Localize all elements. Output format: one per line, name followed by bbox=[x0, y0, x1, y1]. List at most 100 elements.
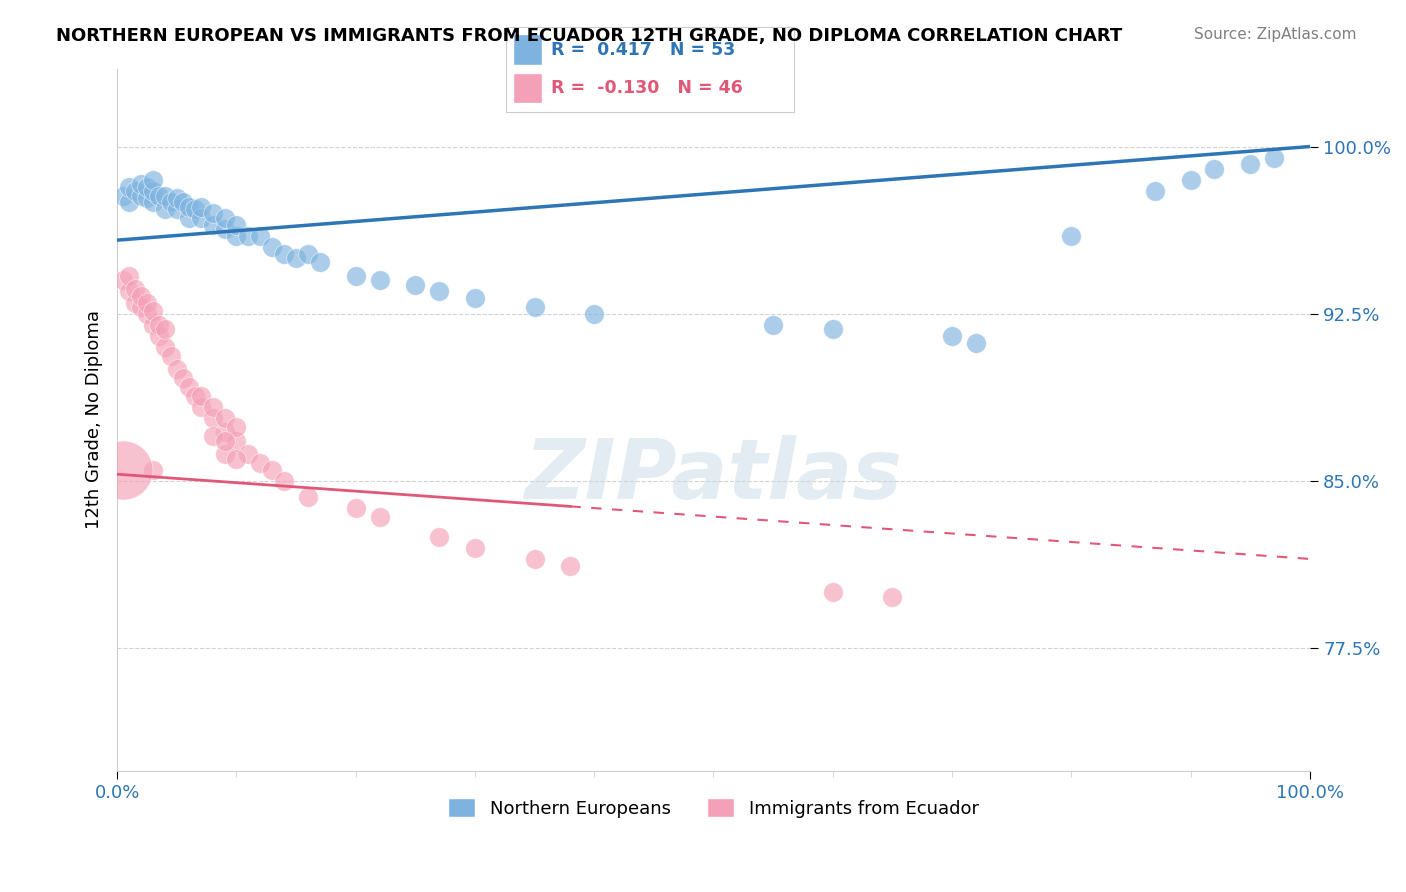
Point bbox=[112, 188, 135, 202]
Point bbox=[118, 285, 141, 299]
Point bbox=[153, 340, 176, 354]
Point bbox=[172, 371, 194, 385]
Point bbox=[368, 273, 391, 287]
Point bbox=[238, 228, 260, 243]
Bar bbox=[513, 72, 543, 103]
Point bbox=[160, 195, 183, 210]
Point bbox=[190, 389, 212, 403]
Point bbox=[190, 211, 212, 225]
Point bbox=[153, 188, 176, 202]
Point bbox=[427, 285, 450, 299]
Point bbox=[148, 318, 170, 332]
Point bbox=[273, 246, 295, 260]
Point bbox=[136, 179, 159, 194]
Point bbox=[225, 228, 247, 243]
Point bbox=[941, 329, 963, 343]
Point bbox=[136, 295, 159, 310]
Point bbox=[1180, 173, 1202, 187]
Point bbox=[523, 552, 546, 566]
Point bbox=[882, 590, 904, 604]
Point bbox=[1239, 157, 1261, 171]
Point bbox=[238, 447, 260, 461]
Point bbox=[153, 322, 176, 336]
Point bbox=[965, 335, 987, 350]
Point bbox=[112, 463, 135, 477]
Text: R =  -0.130   N = 46: R = -0.130 N = 46 bbox=[551, 78, 742, 96]
Point bbox=[523, 300, 546, 314]
Point bbox=[118, 195, 141, 210]
Point bbox=[166, 191, 188, 205]
Point bbox=[129, 300, 152, 314]
Point bbox=[821, 585, 844, 599]
Point bbox=[1263, 151, 1285, 165]
Point bbox=[201, 401, 224, 415]
Point bbox=[142, 304, 165, 318]
Point bbox=[1060, 228, 1083, 243]
Point bbox=[1204, 161, 1226, 176]
Text: ZIPatlas: ZIPatlas bbox=[524, 435, 903, 516]
Point bbox=[112, 273, 135, 287]
Point bbox=[148, 329, 170, 343]
Point bbox=[297, 490, 319, 504]
Point bbox=[344, 500, 367, 515]
Point bbox=[464, 291, 486, 305]
Y-axis label: 12th Grade, No Diploma: 12th Grade, No Diploma bbox=[86, 310, 103, 529]
Point bbox=[142, 184, 165, 198]
Point bbox=[142, 463, 165, 477]
Point bbox=[309, 255, 332, 269]
Point bbox=[214, 447, 236, 461]
Point bbox=[225, 451, 247, 466]
Point bbox=[177, 380, 200, 394]
Point bbox=[368, 509, 391, 524]
Point bbox=[142, 318, 165, 332]
Point bbox=[583, 307, 606, 321]
Point bbox=[160, 349, 183, 363]
Point bbox=[201, 429, 224, 443]
Point bbox=[273, 474, 295, 488]
Point bbox=[297, 246, 319, 260]
Point bbox=[190, 401, 212, 415]
Point bbox=[560, 558, 582, 573]
Point bbox=[464, 541, 486, 555]
Point bbox=[124, 295, 146, 310]
Text: NORTHERN EUROPEAN VS IMMIGRANTS FROM ECUADOR 12TH GRADE, NO DIPLOMA CORRELATION : NORTHERN EUROPEAN VS IMMIGRANTS FROM ECU… bbox=[56, 27, 1122, 45]
Legend: Northern Europeans, Immigrants from Ecuador: Northern Europeans, Immigrants from Ecua… bbox=[441, 791, 986, 825]
Point bbox=[225, 218, 247, 232]
Point bbox=[821, 322, 844, 336]
Point bbox=[124, 282, 146, 296]
Point bbox=[225, 420, 247, 434]
Point bbox=[249, 456, 271, 470]
Point bbox=[214, 434, 236, 448]
Point bbox=[262, 240, 284, 254]
Text: Source: ZipAtlas.com: Source: ZipAtlas.com bbox=[1194, 27, 1357, 42]
Bar bbox=[513, 35, 543, 65]
Point bbox=[285, 251, 308, 265]
Point bbox=[129, 178, 152, 192]
Point bbox=[762, 318, 785, 332]
Point bbox=[129, 289, 152, 303]
Point bbox=[124, 184, 146, 198]
Point bbox=[172, 195, 194, 210]
Point bbox=[177, 211, 200, 225]
Point bbox=[214, 411, 236, 425]
Point bbox=[148, 188, 170, 202]
Point bbox=[214, 425, 236, 439]
Point bbox=[427, 530, 450, 544]
Text: R =  0.417   N = 53: R = 0.417 N = 53 bbox=[551, 41, 735, 59]
Point bbox=[201, 411, 224, 425]
Point bbox=[118, 268, 141, 283]
Point bbox=[183, 389, 205, 403]
Point bbox=[249, 228, 271, 243]
Point bbox=[201, 206, 224, 220]
Point bbox=[136, 191, 159, 205]
Point bbox=[166, 202, 188, 216]
Point bbox=[136, 307, 159, 321]
Point bbox=[225, 434, 247, 448]
Point bbox=[201, 218, 224, 232]
Point bbox=[129, 188, 152, 202]
Point bbox=[142, 173, 165, 187]
Point bbox=[344, 268, 367, 283]
Point bbox=[153, 202, 176, 216]
Point bbox=[190, 200, 212, 214]
Point bbox=[214, 222, 236, 236]
